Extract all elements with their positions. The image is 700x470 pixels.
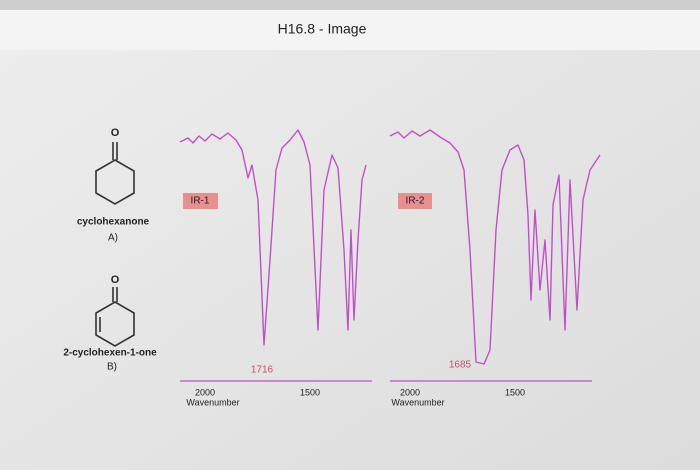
spectrum-tag <box>398 193 432 209</box>
spectrum-trace <box>389 129 601 365</box>
tick-label: 2000 <box>195 387 215 397</box>
tick-label: 2000 <box>400 387 420 397</box>
tick-label: 1500 <box>505 387 525 397</box>
molecule-letter: A) <box>108 233 118 244</box>
molecule-name: 2-cyclohexen-1-one <box>63 348 157 359</box>
browser-strip <box>0 0 700 10</box>
molecule-b <box>95 287 135 347</box>
spectrum-trace <box>179 129 367 346</box>
tick-label: 1500 <box>300 387 320 397</box>
axis-label: Wavenumber <box>186 397 239 407</box>
molecule-letter: B) <box>107 362 117 373</box>
title: H16.8 - Image <box>278 21 367 37</box>
spectrum-label: IR-1 <box>191 196 210 207</box>
title-bar <box>0 10 700 50</box>
spectrum-tag <box>183 193 218 209</box>
molecule-a <box>95 142 135 205</box>
molecule-name: cyclohexanone <box>77 217 150 228</box>
peak-label: 1716 <box>251 365 274 376</box>
atom-label: O <box>111 127 120 139</box>
peak-label: 1685 <box>449 360 472 371</box>
axis-label: Wavenumber <box>391 397 444 407</box>
atom-label: O <box>111 274 120 286</box>
spectrum-label: IR-2 <box>406 196 425 207</box>
